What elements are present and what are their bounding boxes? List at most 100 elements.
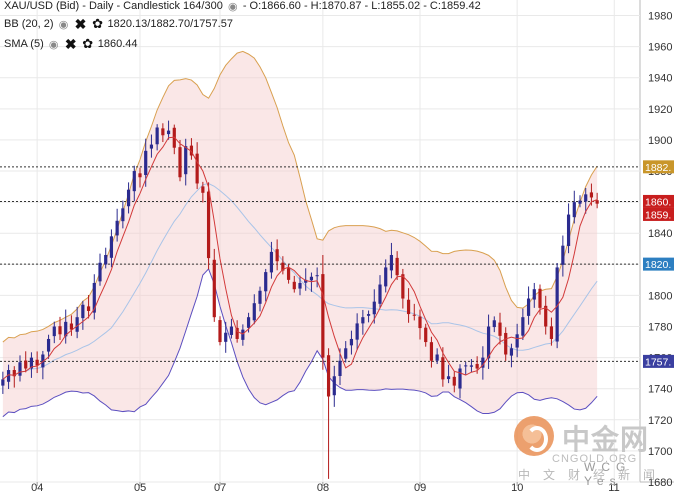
candle-body — [355, 323, 359, 340]
close-icon[interactable]: ✖ — [74, 15, 87, 32]
candle-body — [184, 146, 188, 175]
candle-body — [384, 267, 388, 287]
candle-body — [349, 338, 354, 346]
candle-body — [481, 357, 485, 368]
candle-body — [309, 276, 314, 281]
candle-body — [584, 194, 588, 202]
y-tick-label: 1940 — [648, 73, 672, 85]
candle-body — [115, 220, 119, 236]
candle-body — [395, 257, 399, 276]
candle-body — [161, 128, 165, 136]
candle-body — [229, 326, 234, 335]
candle-body — [498, 322, 502, 336]
legend-main: XAU/USD (Bid) - Daily - Candlestick 164/… — [4, 0, 481, 13]
y-tick-label: 1720 — [648, 415, 672, 427]
legend-bb-values: 1820.13/1882.70/1757.57 — [107, 18, 233, 30]
watermark-sub3: 中文财经新闻 — [518, 468, 669, 482]
candle-body — [361, 317, 365, 324]
candle-body — [149, 144, 154, 149]
legend-sma-name: SMA (5) — [4, 38, 44, 50]
y-tick-label: 1700 — [648, 446, 672, 458]
candle-body — [321, 274, 325, 358]
candle-body — [109, 236, 114, 258]
y-tick-label: 1740 — [648, 384, 672, 396]
price-tag — [643, 207, 674, 221]
candle-body — [406, 299, 411, 315]
bollinger-lower-line — [2, 267, 598, 418]
y-tick-label: 1800 — [648, 290, 672, 302]
legend-instrument: XAU/USD (Bid) - Daily - Candlestick — [4, 0, 181, 12]
candle-body — [372, 301, 376, 315]
candle-body — [281, 262, 285, 271]
candle-body — [264, 272, 268, 292]
candle-body — [121, 208, 125, 222]
candle-body — [1, 379, 5, 386]
candle-body — [144, 150, 148, 176]
x-tick-label: 04 — [31, 482, 43, 492]
candle-body — [572, 202, 576, 218]
candle-body — [12, 370, 16, 377]
price-tag — [643, 354, 674, 368]
candle-body — [464, 365, 468, 367]
x-tick-label: 09 — [414, 482, 426, 492]
y-tick-label: 1980 — [648, 11, 672, 23]
price-tag-label: 1882. — [645, 162, 671, 174]
candle-body — [138, 173, 142, 178]
x-tick-label: 05 — [134, 482, 146, 492]
candle-body — [218, 320, 222, 343]
candle-body — [435, 354, 439, 361]
candle-body — [401, 274, 405, 299]
y-tick-label: 1780 — [648, 322, 672, 334]
plot-background — [0, 0, 640, 482]
candle-body — [29, 357, 34, 369]
legend-bb: BB (20, 2) ◉ ✖ ✿ 1820.13/1882.70/1757.57 — [4, 15, 233, 32]
candle-body — [589, 192, 594, 198]
candle-body — [424, 327, 428, 343]
candle-body — [555, 267, 559, 342]
eye-icon[interactable]: ◉ — [58, 18, 69, 31]
candle-body — [189, 145, 194, 156]
candle-body — [344, 348, 348, 359]
candle-body — [155, 127, 159, 145]
candle-body — [549, 326, 554, 339]
price-tag-label: 1859. — [645, 209, 671, 221]
candle-body — [446, 376, 451, 380]
candle-body — [595, 200, 599, 204]
candle-body — [64, 321, 68, 337]
candle-body — [441, 357, 445, 380]
candle-body — [561, 245, 565, 265]
candle-body — [132, 171, 136, 192]
watermark-logo-icon — [514, 416, 554, 456]
watermark-sub: CNGOLD.ORG — [552, 453, 638, 465]
legend-count: 164/300 — [183, 0, 223, 12]
candle-body — [75, 317, 79, 332]
candle-body — [578, 200, 582, 204]
legend-sma: SMA (5) ◉ ✖ ✿ 1860.44 — [4, 35, 138, 52]
candle-body — [532, 289, 536, 300]
candle-body — [258, 290, 262, 304]
candle-body — [458, 368, 462, 389]
gear-icon[interactable]: ✿ — [82, 36, 94, 51]
candle-body — [81, 304, 85, 319]
candle-body — [24, 360, 28, 369]
y-tick-label: 1680 — [648, 477, 672, 489]
y-tick-label: 1900 — [648, 135, 672, 147]
eye-icon[interactable]: ◉ — [48, 38, 59, 51]
legend-ohlc: - O:1866.60 - H:1870.87 - L:1855.02 - C:… — [242, 0, 481, 12]
candle-body — [269, 251, 274, 273]
eye-icon[interactable]: ◉ — [228, 0, 238, 13]
candle-body — [332, 376, 336, 396]
candle-body — [18, 362, 22, 376]
price-tag — [643, 257, 674, 271]
candle-body — [235, 327, 239, 339]
candle-body — [389, 254, 394, 271]
gear-icon[interactable]: ✿ — [92, 16, 103, 31]
price-tag-label: 1860. — [645, 196, 671, 208]
candle-body — [544, 305, 548, 327]
candle-body — [92, 282, 96, 313]
close-icon[interactable]: ✖ — [64, 35, 77, 52]
candle-body — [412, 314, 416, 316]
candle-body — [418, 316, 422, 329]
